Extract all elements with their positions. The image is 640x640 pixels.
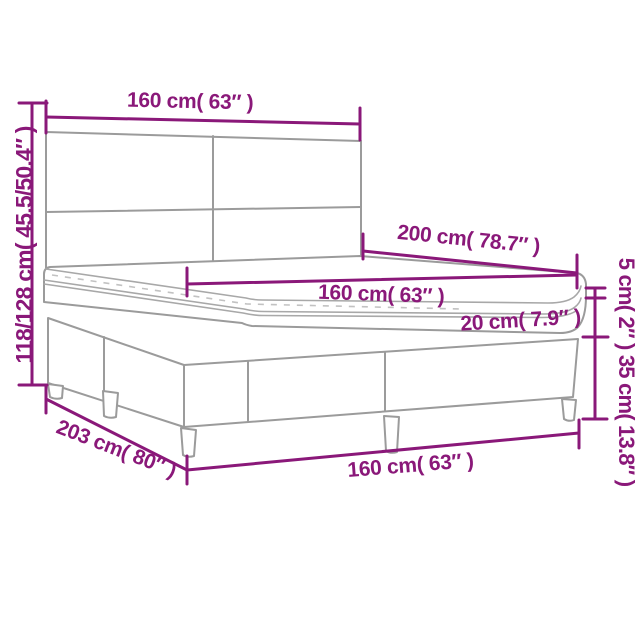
headboard [45, 131, 362, 269]
dim-topper-and-box-height: 5 cm( 2″ ) 35 cm( 13.8″ ) [581, 258, 639, 487]
dim-mattress-width: 160 cm( 63″ ) [185, 266, 578, 308]
foot-back-left [47, 383, 64, 400]
bed-feet [47, 383, 577, 458]
dim-label-bed-length: 200 cm( 78.7″ ) [396, 221, 541, 258]
dim-line [185, 431, 581, 472]
dim-base-width: 160 cm( 63″ ) [185, 418, 581, 482]
topper-top-edge [45, 268, 582, 304]
dim-label-total-height: 118/128 cm( 45.5/50.4″ ) [11, 126, 37, 363]
foot-front-middle [383, 415, 400, 454]
dim-total-height: 118/128 cm( 45.5/50.4″ ) [11, 101, 49, 387]
foot-front-left [180, 427, 197, 458]
dim-label-base-length: 203 cm( 80″ ) [53, 416, 179, 483]
headboard-horizontal-seam [45, 206, 362, 213]
headboard-outline [45, 131, 362, 269]
topper-stitching [51, 274, 461, 310]
dim-line [44, 397, 189, 472]
dim-line [44, 115, 362, 126]
mattress-and-topper [43, 255, 587, 334]
dim-line [361, 249, 579, 275]
dim-label-mattress-width: 160 cm( 63″ ) [318, 281, 445, 308]
base-box [47, 317, 579, 428]
topper-bottom-edge [43, 279, 582, 315]
dim-headboard-width: 160 cm( 63″ ) [44, 89, 362, 142]
foot-front-right [561, 398, 577, 422]
dim-line [185, 273, 578, 286]
foot-left-middle [102, 390, 119, 419]
dim-label-topper-and-box-height: 5 cm( 2″ ) 35 cm( 13.8″ ) [614, 258, 639, 487]
dim-label-headboard-width: 160 cm( 63″ ) [127, 89, 254, 115]
topper-piping-edge [43, 283, 577, 319]
base-outline [47, 317, 579, 428]
